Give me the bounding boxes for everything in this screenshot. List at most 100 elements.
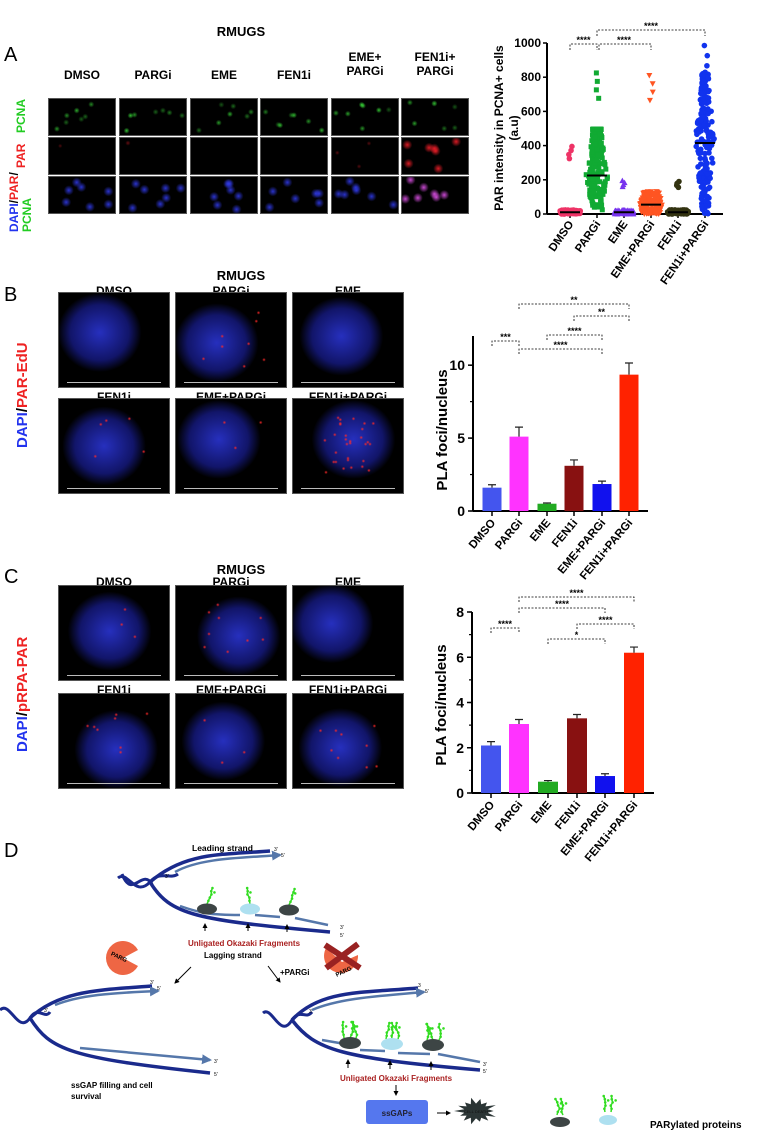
protein xyxy=(381,1038,403,1050)
nucleus-image xyxy=(58,585,170,681)
data-point xyxy=(566,155,573,162)
data-point xyxy=(589,138,595,144)
data-point xyxy=(709,118,715,125)
data-point xyxy=(707,129,714,136)
data-point xyxy=(652,210,659,216)
scale-bar xyxy=(184,783,278,784)
data-point xyxy=(594,126,600,132)
par-chain-bead xyxy=(344,1025,348,1028)
bar xyxy=(567,718,587,793)
x-tick-label: PARGi xyxy=(493,799,525,834)
data-point xyxy=(701,42,708,49)
data-point xyxy=(590,176,596,182)
par-chain-bead xyxy=(429,1027,432,1030)
bar xyxy=(564,465,584,511)
panel-a-title: RMUGS xyxy=(216,24,266,39)
y-tick-label: 8 xyxy=(456,604,464,620)
data-point xyxy=(598,199,604,205)
lagging-strand-label: Lagging strand xyxy=(204,951,262,960)
scale-bar xyxy=(67,488,161,489)
data-point xyxy=(596,135,602,141)
par-chain-bead xyxy=(610,1094,613,1098)
data-point xyxy=(649,89,656,96)
data-point xyxy=(620,207,627,213)
column-label: FEN1i xyxy=(276,68,311,82)
pargi-label: +PARGi xyxy=(280,968,309,977)
data-point xyxy=(645,206,652,213)
label-5prime: 5' xyxy=(281,853,285,859)
data-point xyxy=(589,146,595,152)
column-label: FEN1i+ PARGi xyxy=(414,50,456,78)
data-point xyxy=(651,190,658,197)
data-point xyxy=(599,202,605,208)
nucleus-image xyxy=(292,585,404,681)
data-point xyxy=(592,141,598,147)
data-point xyxy=(644,193,651,199)
data-point xyxy=(696,129,703,135)
y-tick-label: 4 xyxy=(456,695,464,711)
data-point xyxy=(651,195,658,202)
data-point xyxy=(696,175,702,181)
nucleus-image xyxy=(58,292,170,388)
significance-bracket xyxy=(546,334,603,340)
cell-death-label: CELL DEATH xyxy=(464,1109,488,1114)
y-axis-label: (a.u) xyxy=(507,115,521,140)
data-point xyxy=(705,99,712,105)
data-point xyxy=(591,130,597,136)
data-point xyxy=(643,211,650,217)
data-point xyxy=(598,148,604,154)
data-point xyxy=(591,171,597,177)
data-point xyxy=(705,110,712,117)
pcna-image xyxy=(48,98,116,136)
label-3prime: 3' xyxy=(150,980,154,986)
y-axis-label: PLA foci/nucleus xyxy=(433,644,450,765)
par-chain-bead xyxy=(425,1022,428,1026)
column-label: DMSO xyxy=(64,68,100,82)
bottom-left-fork xyxy=(0,984,212,1075)
label-3: 3 xyxy=(418,983,421,989)
bar xyxy=(538,781,558,793)
arrow-right-branch xyxy=(267,965,281,983)
par-chain-bead xyxy=(245,886,249,890)
x-tick-label: DMSO xyxy=(547,219,577,254)
scale-bar xyxy=(67,783,161,784)
label-5prime: 5' xyxy=(157,986,161,992)
significance-label: ** xyxy=(570,295,578,305)
data-point xyxy=(592,160,598,166)
significance-label: * xyxy=(575,630,579,640)
data-point xyxy=(704,171,711,177)
data-point xyxy=(597,131,603,137)
significance-label: **** xyxy=(555,599,570,609)
y-tick-label: 400 xyxy=(521,139,541,153)
data-point xyxy=(586,181,592,187)
x-tick-label: FEN1i+PARGi xyxy=(583,799,640,864)
y-axis-label: PLA foci/nucleus xyxy=(434,369,451,490)
significance-bracket xyxy=(518,596,635,602)
label-3prime: 3' xyxy=(44,1008,48,1014)
data-point xyxy=(595,178,601,184)
data-point xyxy=(598,161,604,167)
y-tick-label: 5 xyxy=(457,430,465,446)
x-tick-label: PARGi xyxy=(573,219,603,255)
merge-image xyxy=(119,176,187,214)
y-tick-label: 1000 xyxy=(514,36,541,50)
significance-label: ** xyxy=(598,307,606,317)
significance-label: **** xyxy=(644,21,659,31)
data-point xyxy=(704,160,710,167)
label-3prime: 3' xyxy=(214,1059,218,1065)
data-point xyxy=(704,62,710,69)
label-5prime: 5' xyxy=(214,1072,218,1078)
panel-d-letter: D xyxy=(4,840,19,862)
protein xyxy=(197,903,217,915)
nucleus-image xyxy=(292,693,404,789)
merge-image xyxy=(190,176,258,214)
data-point xyxy=(592,202,598,208)
x-tick-label: DMSO xyxy=(467,517,498,551)
arrow-left-branch xyxy=(174,966,192,984)
data-point xyxy=(598,140,604,146)
y-axis-label: PAR intensity in PCNA+ cells xyxy=(492,45,506,211)
panel-a-letter: A xyxy=(4,44,18,66)
par-chain-bead xyxy=(442,1027,445,1030)
label-3prime: 3' xyxy=(483,1062,487,1068)
